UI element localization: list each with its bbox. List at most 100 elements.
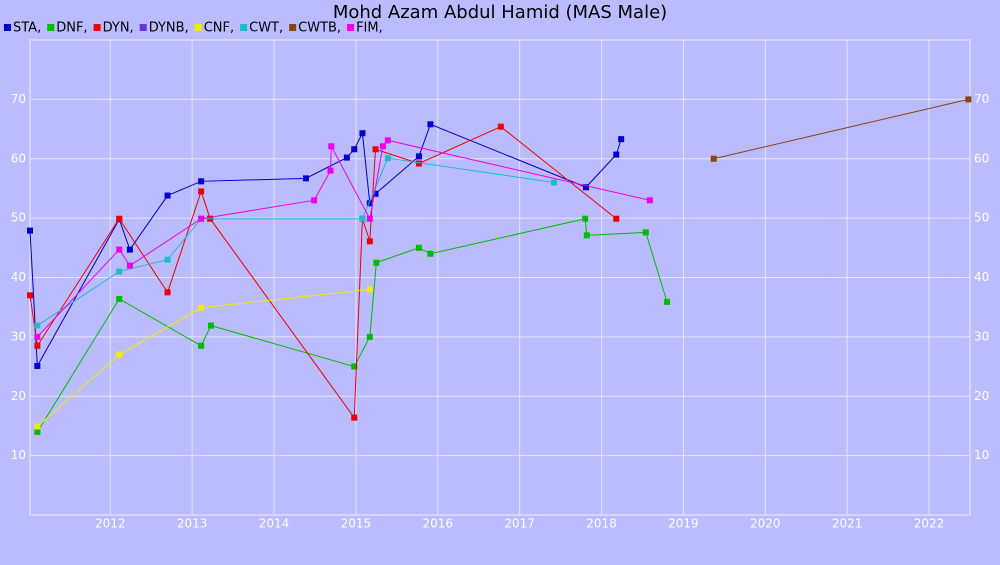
data-point (366, 200, 373, 207)
data-point (116, 351, 123, 358)
legend-swatch (139, 24, 147, 31)
x-tick-label: 2020 (750, 517, 781, 531)
data-point (427, 121, 434, 128)
data-point (302, 175, 309, 182)
data-point (34, 322, 41, 329)
data-point (116, 246, 123, 253)
data-point (372, 190, 379, 197)
y-tick-label: 40 (11, 270, 26, 284)
legend-swatch (194, 24, 202, 31)
data-point (618, 136, 625, 143)
x-tick-label: 2022 (914, 517, 945, 531)
data-point (613, 215, 620, 222)
data-point (582, 215, 589, 222)
data-point (116, 295, 123, 302)
data-point (664, 298, 671, 305)
data-point (366, 333, 373, 340)
data-point (34, 423, 41, 430)
x-tick-label: 2015 (341, 517, 372, 531)
legend-swatch (47, 24, 55, 31)
data-point (34, 428, 41, 435)
data-point (366, 215, 373, 222)
data-point (198, 178, 205, 185)
x-tick-label: 2016 (422, 517, 453, 531)
y-tick-label: 70 (11, 92, 26, 106)
data-point (582, 184, 589, 191)
data-point (351, 146, 358, 153)
legend-swatch (93, 24, 101, 31)
x-tick-label: 2013 (177, 517, 208, 531)
x-tick-label: 2021 (832, 517, 863, 531)
data-point (379, 143, 386, 150)
legend-label: DYN, (103, 21, 134, 36)
data-point (351, 414, 358, 421)
data-point (116, 268, 123, 275)
legend-label: DYNB, (149, 21, 189, 36)
data-point (164, 192, 171, 199)
data-point (311, 197, 318, 204)
data-point (328, 143, 335, 150)
data-point (384, 155, 391, 162)
data-point (372, 146, 379, 153)
y-tick-label: 50 (11, 211, 26, 225)
data-point (351, 363, 358, 370)
legend-label: CWTB, (298, 21, 341, 36)
data-point (198, 188, 205, 195)
data-point (343, 154, 350, 161)
y-tick-label-right: 20 (974, 389, 989, 403)
data-point (34, 342, 41, 349)
chart-title: Mohd Azam Abdul Hamid (MAS Male) (333, 2, 667, 23)
data-point (198, 304, 205, 311)
data-point (164, 289, 171, 296)
data-point (583, 232, 590, 239)
legend-swatch (240, 24, 248, 31)
data-point (327, 167, 334, 174)
data-point (366, 238, 373, 245)
data-point (164, 256, 171, 263)
legend-label: FIM, (356, 21, 383, 36)
y-tick-label-right: 60 (974, 151, 989, 165)
legend-label: CWT, (249, 21, 283, 36)
legend-label: CNF, (204, 21, 234, 36)
data-point (415, 160, 422, 167)
data-point (415, 244, 422, 251)
data-point (198, 342, 205, 349)
data-point (965, 96, 972, 103)
x-tick-label: 2017 (504, 517, 535, 531)
data-point (126, 246, 133, 253)
y-tick-label-right: 30 (974, 329, 989, 343)
y-tick-label: 10 (11, 448, 26, 462)
x-tick-label: 2018 (586, 517, 617, 531)
data-point (116, 215, 123, 222)
data-point (359, 130, 366, 137)
data-point (646, 197, 653, 204)
data-point (198, 215, 205, 222)
data-point (34, 333, 41, 340)
data-point (34, 362, 41, 369)
data-point (497, 123, 504, 130)
y-tick-label-right: 10 (974, 448, 989, 462)
series-line (713, 98, 969, 160)
x-tick-label: 2014 (259, 517, 290, 531)
series-line (37, 288, 370, 427)
data-point (359, 215, 366, 222)
y-tick-label: 30 (11, 329, 26, 343)
legend-swatch (347, 24, 355, 31)
legend-label: STA, (13, 21, 41, 36)
data-point (373, 259, 380, 266)
data-point (207, 322, 214, 329)
x-tick-label: 2012 (95, 517, 126, 531)
y-tick-label: 60 (11, 151, 26, 165)
y-tick-label-right: 50 (974, 211, 989, 225)
legend-swatch (289, 24, 297, 31)
y-tick-label-right: 40 (974, 270, 989, 284)
data-point (613, 151, 620, 158)
y-tick-label: 20 (11, 389, 26, 403)
data-point (710, 155, 717, 162)
y-tick-label-right: 70 (974, 92, 989, 106)
x-tick-label: 2019 (668, 517, 699, 531)
data-point (384, 137, 391, 144)
